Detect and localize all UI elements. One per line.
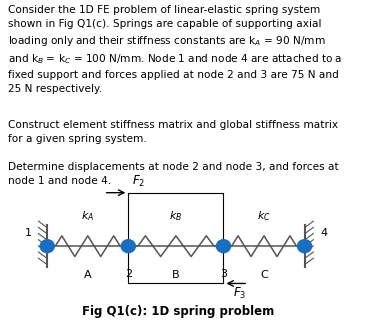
- Text: $k_B$: $k_B$: [169, 210, 183, 223]
- Text: 4: 4: [320, 228, 327, 238]
- Text: Construct element stiffness matrix and global stiffness matrix
for a given sprin: Construct element stiffness matrix and g…: [9, 120, 339, 144]
- Circle shape: [298, 240, 312, 253]
- Text: $k_A$: $k_A$: [81, 210, 94, 223]
- Text: 2: 2: [125, 269, 132, 279]
- Text: 1: 1: [24, 228, 31, 238]
- Text: Fig Q1(c): 1D spring problem: Fig Q1(c): 1D spring problem: [82, 304, 274, 318]
- Text: $k_C$: $k_C$: [257, 210, 271, 223]
- Circle shape: [216, 240, 230, 253]
- Text: Determine displacements at node 2 and node 3, and forces at
node 1 and node 4.: Determine displacements at node 2 and no…: [9, 162, 339, 186]
- Text: A: A: [84, 270, 92, 281]
- Circle shape: [121, 240, 135, 253]
- Text: Consider the 1D FE problem of linear-elastic spring system
shown in Fig Q1(c). S: Consider the 1D FE problem of linear-ela…: [9, 5, 343, 95]
- Text: C: C: [260, 270, 268, 281]
- Text: $F_3$: $F_3$: [233, 286, 247, 301]
- Text: $F_2$: $F_2$: [132, 174, 145, 189]
- Text: B: B: [172, 270, 180, 281]
- Text: 3: 3: [220, 269, 227, 279]
- Circle shape: [40, 240, 54, 253]
